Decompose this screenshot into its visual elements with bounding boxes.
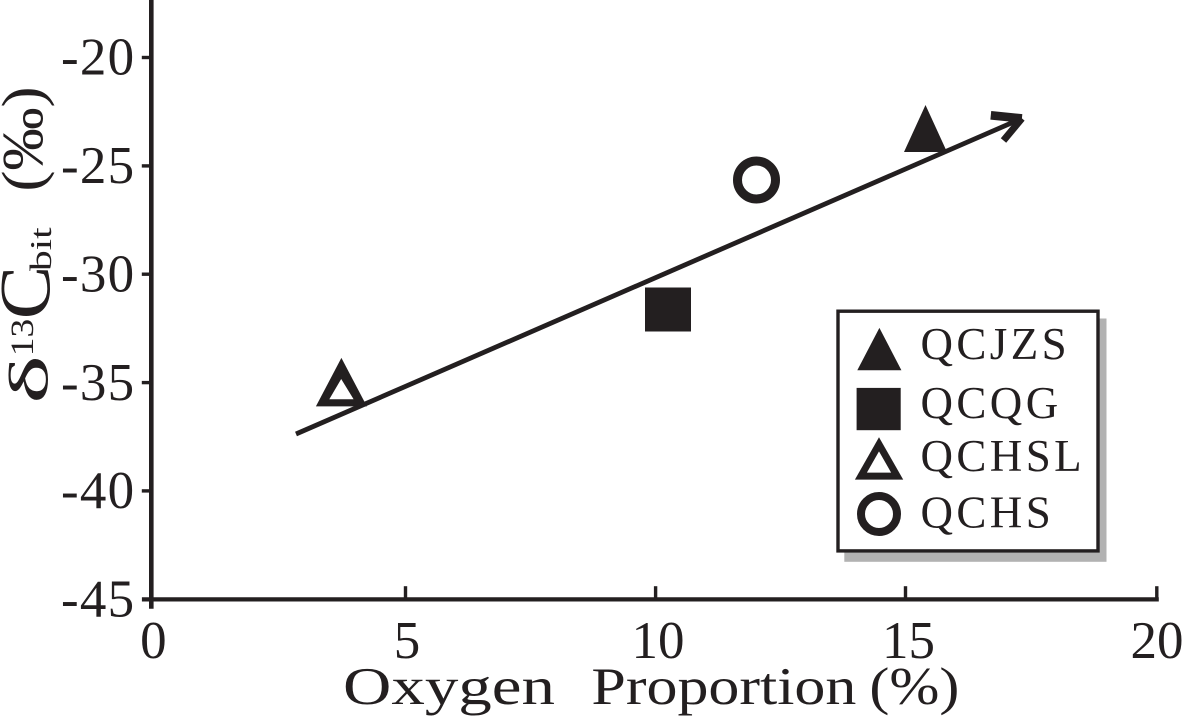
svg-text:0: 0 <box>140 612 167 670</box>
svg-text:-40: -40 <box>61 462 135 520</box>
svg-text:13: 13 <box>5 319 41 357</box>
svg-text:-30: -30 <box>61 245 135 303</box>
svg-text:δ: δ <box>0 355 60 404</box>
svg-text:QCHSL: QCHSL <box>921 431 1086 481</box>
svg-text:(‰): (‰) <box>0 87 55 192</box>
svg-text:20: 20 <box>1131 612 1183 670</box>
svg-text:10: 10 <box>632 612 685 670</box>
svg-text:5: 5 <box>394 612 421 670</box>
svg-text:Proportion: Proportion <box>591 658 856 716</box>
svg-text:Oxygen: Oxygen <box>343 658 555 716</box>
svg-text:QCHS: QCHS <box>921 488 1055 538</box>
svg-text:bit: bit <box>23 227 58 271</box>
svg-text:-45: -45 <box>61 571 135 629</box>
svg-text:QCJZS: QCJZS <box>921 319 1071 369</box>
svg-text:QCQG: QCQG <box>921 378 1062 428</box>
svg-text:(%): (%) <box>869 658 959 716</box>
svg-text:-35: -35 <box>61 354 135 412</box>
svg-text:-25: -25 <box>61 137 135 195</box>
svg-text:15: 15 <box>882 612 935 670</box>
svg-text:-20: -20 <box>61 29 135 87</box>
svg-text:C: C <box>0 266 66 320</box>
